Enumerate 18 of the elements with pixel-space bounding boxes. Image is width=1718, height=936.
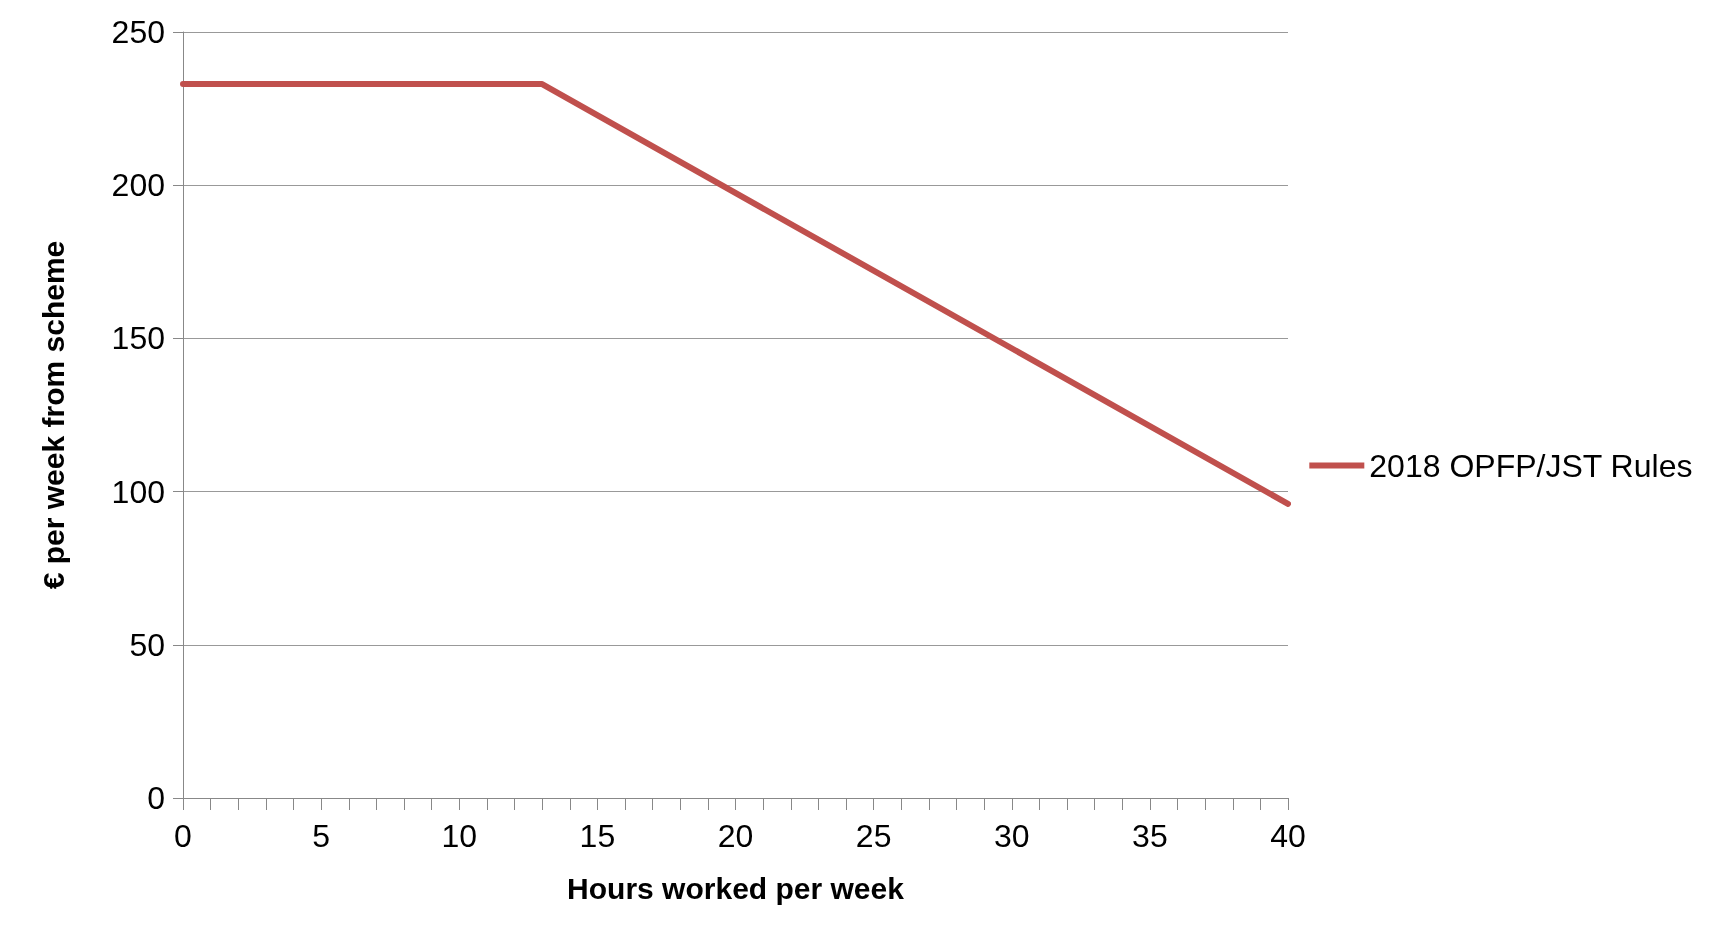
x-tick-label: 5 [312, 818, 331, 854]
y-tick-label: 200 [111, 167, 165, 204]
x-tick-label: 40 [1270, 818, 1306, 854]
y-axis-title: € per week from scheme [36, 240, 70, 590]
y-tick-label: 50 [129, 626, 165, 663]
x-tick-label: 20 [717, 818, 754, 854]
y-tick-label: 0 [147, 780, 165, 816]
x-tick-label: 0 [174, 818, 192, 854]
x-tick-label: 15 [579, 818, 616, 854]
x-tick-label: 30 [993, 818, 1030, 854]
x-tick-label: 10 [441, 818, 478, 854]
x-axis-title: Hours worked per week [567, 871, 905, 905]
x-tick-label: 35 [1132, 818, 1168, 854]
legend-label: 2018 OPFP/JST Rules [1369, 447, 1693, 484]
y-tick-label: 100 [111, 473, 165, 510]
y-tick-label: 250 [111, 14, 165, 50]
y-tick-label: 150 [111, 320, 165, 357]
x-tick-label: 25 [855, 818, 892, 854]
